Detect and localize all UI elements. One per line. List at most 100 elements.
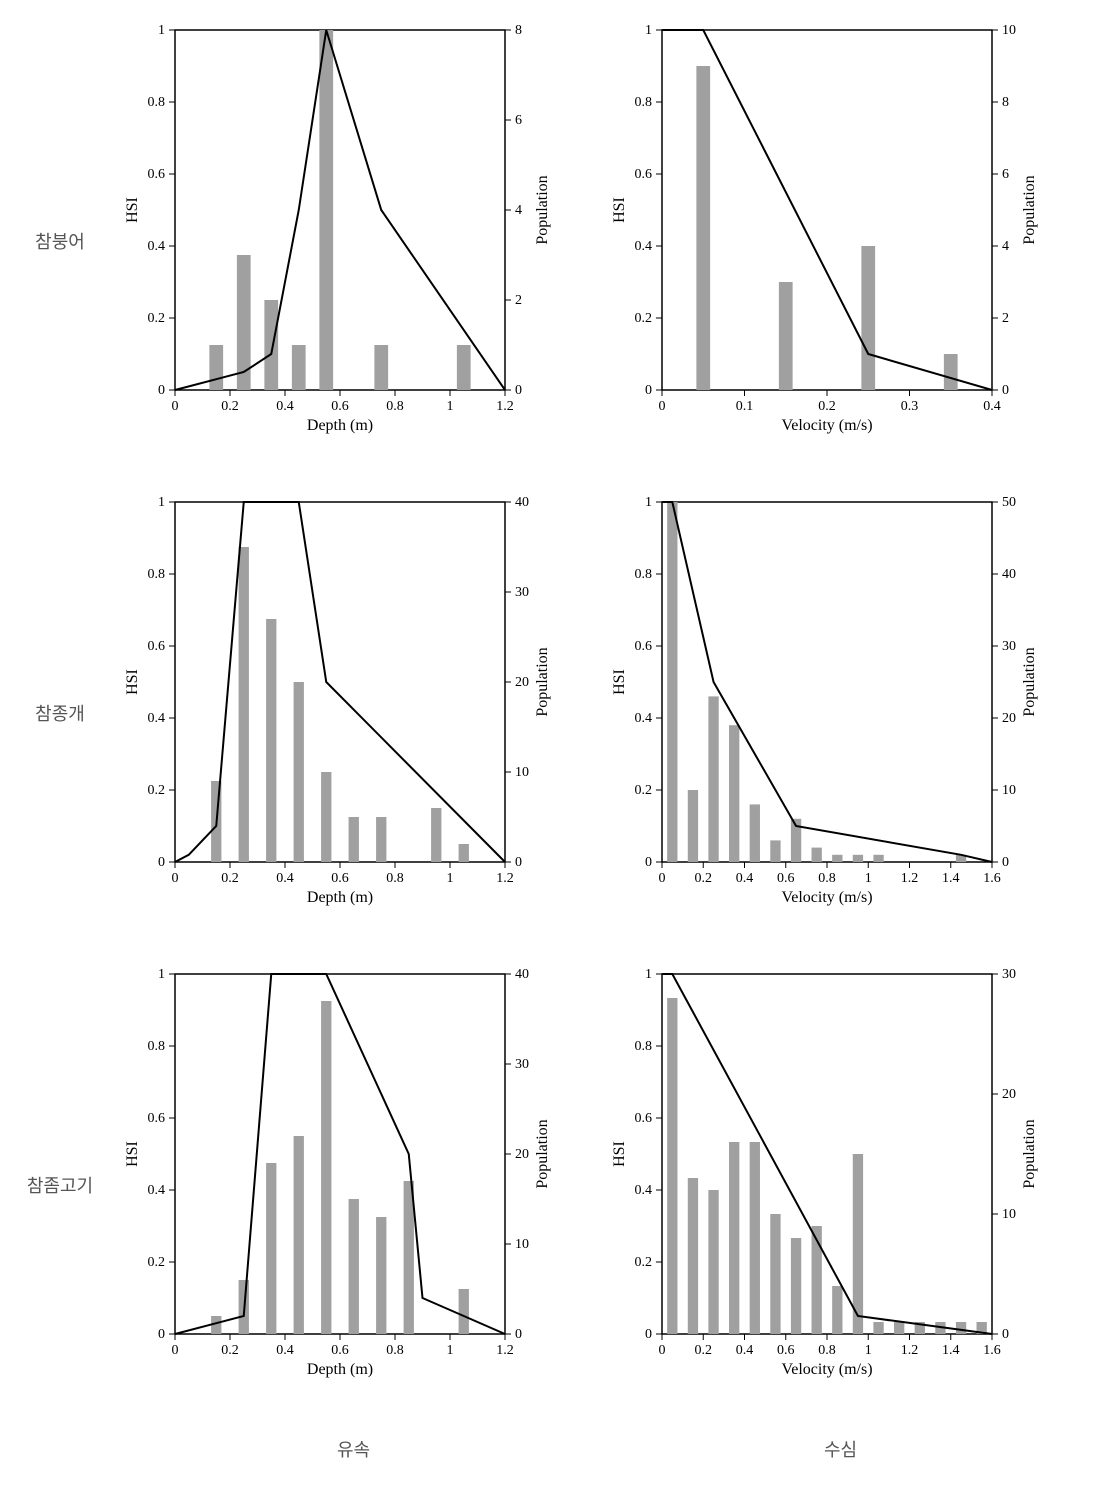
- svg-text:2: 2: [1002, 311, 1009, 326]
- svg-text:0.2: 0.2: [148, 1255, 166, 1270]
- svg-text:0.8: 0.8: [386, 1343, 404, 1358]
- svg-text:0: 0: [645, 383, 652, 398]
- row-label-1: 참붕어: [20, 20, 100, 462]
- svg-text:0.4: 0.4: [635, 711, 653, 726]
- svg-text:0.4: 0.4: [635, 1183, 653, 1198]
- svg-text:1: 1: [447, 871, 454, 886]
- svg-text:HSI: HSI: [611, 1141, 628, 1167]
- svg-text:0.2: 0.2: [148, 311, 166, 326]
- svg-text:0: 0: [172, 871, 179, 886]
- svg-text:0.3: 0.3: [901, 399, 919, 414]
- svg-text:0.4: 0.4: [276, 871, 294, 886]
- svg-text:1.4: 1.4: [942, 1343, 960, 1358]
- chart-r2c2: 00.20.40.60.811.21.41.600.20.40.60.81010…: [607, 492, 1074, 934]
- svg-text:Population: Population: [534, 1119, 551, 1188]
- svg-text:0: 0: [515, 855, 522, 870]
- svg-text:0.2: 0.2: [221, 1343, 239, 1358]
- svg-text:0.6: 0.6: [148, 167, 166, 182]
- svg-text:30: 30: [515, 1057, 529, 1072]
- svg-text:0.4: 0.4: [983, 399, 1001, 414]
- svg-text:Velocity (m/s): Velocity (m/s): [781, 1361, 872, 1378]
- svg-text:0.2: 0.2: [221, 871, 239, 886]
- svg-text:20: 20: [515, 675, 529, 690]
- svg-text:0.6: 0.6: [635, 167, 653, 182]
- svg-text:0: 0: [645, 855, 652, 870]
- svg-text:Population: Population: [534, 175, 551, 244]
- col-label-2: 수심: [607, 1436, 1074, 1466]
- svg-text:0.2: 0.2: [221, 399, 239, 414]
- svg-text:0.8: 0.8: [148, 567, 166, 582]
- svg-text:0.6: 0.6: [635, 639, 653, 654]
- svg-text:0.4: 0.4: [635, 239, 653, 254]
- svg-text:0.2: 0.2: [635, 783, 653, 798]
- svg-text:Population: Population: [1021, 175, 1038, 244]
- svg-text:1.2: 1.2: [901, 1343, 919, 1358]
- svg-text:30: 30: [1002, 639, 1016, 654]
- svg-text:20: 20: [515, 1147, 529, 1162]
- svg-text:0.4: 0.4: [276, 1343, 294, 1358]
- svg-text:0.8: 0.8: [818, 871, 836, 886]
- svg-text:0.2: 0.2: [635, 311, 653, 326]
- svg-text:1.2: 1.2: [496, 399, 514, 414]
- svg-text:1.2: 1.2: [496, 1343, 514, 1358]
- row-label-3: 참좀고기: [20, 964, 100, 1406]
- svg-text:0.2: 0.2: [148, 783, 166, 798]
- svg-text:1: 1: [158, 495, 165, 510]
- svg-text:0.6: 0.6: [331, 1343, 349, 1358]
- svg-text:0: 0: [1002, 383, 1009, 398]
- svg-text:6: 6: [1002, 167, 1009, 182]
- chart-r3c1: 00.20.40.60.811.200.20.40.60.81010203040…: [120, 964, 587, 1406]
- svg-text:0: 0: [645, 1327, 652, 1342]
- svg-text:0.4: 0.4: [148, 239, 166, 254]
- svg-text:Population: Population: [1021, 1119, 1038, 1188]
- svg-text:0.8: 0.8: [635, 95, 653, 110]
- svg-text:20: 20: [1002, 711, 1016, 726]
- svg-text:0.8: 0.8: [635, 1039, 653, 1054]
- svg-text:8: 8: [1002, 95, 1009, 110]
- svg-text:10: 10: [515, 1237, 529, 1252]
- svg-text:0.4: 0.4: [736, 871, 754, 886]
- svg-text:1.6: 1.6: [983, 1343, 1001, 1358]
- svg-text:HSI: HSI: [124, 1141, 141, 1167]
- svg-text:0.8: 0.8: [818, 1343, 836, 1358]
- svg-text:0: 0: [1002, 1327, 1009, 1342]
- svg-text:0.6: 0.6: [635, 1111, 653, 1126]
- svg-text:0.2: 0.2: [635, 1255, 653, 1270]
- svg-text:0: 0: [172, 399, 179, 414]
- svg-text:HSI: HSI: [124, 197, 141, 223]
- svg-text:0: 0: [158, 855, 165, 870]
- svg-text:HSI: HSI: [611, 669, 628, 695]
- svg-text:0: 0: [659, 1343, 666, 1358]
- svg-text:0: 0: [1002, 855, 1009, 870]
- svg-text:10: 10: [515, 765, 529, 780]
- svg-text:0.6: 0.6: [148, 639, 166, 654]
- svg-text:0.4: 0.4: [148, 1183, 166, 1198]
- svg-text:0.6: 0.6: [331, 399, 349, 414]
- svg-text:0: 0: [158, 1327, 165, 1342]
- svg-text:0.6: 0.6: [148, 1111, 166, 1126]
- col-label-1: 유속: [120, 1436, 587, 1466]
- svg-text:Depth (m): Depth (m): [307, 1361, 373, 1378]
- svg-text:Population: Population: [534, 647, 551, 716]
- svg-text:40: 40: [515, 967, 529, 982]
- svg-text:0.4: 0.4: [276, 399, 294, 414]
- svg-text:1: 1: [158, 23, 165, 38]
- svg-text:20: 20: [1002, 1087, 1016, 1102]
- svg-text:Velocity (m/s): Velocity (m/s): [781, 889, 872, 906]
- chart-r1c2: 00.10.20.30.400.20.40.60.810246810Veloci…: [607, 20, 1074, 462]
- svg-text:Depth (m): Depth (m): [307, 889, 373, 906]
- svg-text:1: 1: [447, 1343, 454, 1358]
- svg-text:1: 1: [645, 967, 652, 982]
- svg-text:HSI: HSI: [611, 197, 628, 223]
- svg-text:4: 4: [515, 203, 522, 218]
- svg-text:1.6: 1.6: [983, 871, 1001, 886]
- svg-text:0.8: 0.8: [635, 567, 653, 582]
- chart-r1c1: 00.20.40.60.811.200.20.40.60.8102468Dept…: [120, 20, 587, 462]
- svg-text:0: 0: [659, 399, 666, 414]
- svg-text:40: 40: [1002, 567, 1016, 582]
- svg-text:0.2: 0.2: [695, 1343, 713, 1358]
- svg-text:10: 10: [1002, 23, 1016, 38]
- svg-text:10: 10: [1002, 783, 1016, 798]
- svg-text:1.2: 1.2: [496, 871, 514, 886]
- svg-text:1: 1: [158, 967, 165, 982]
